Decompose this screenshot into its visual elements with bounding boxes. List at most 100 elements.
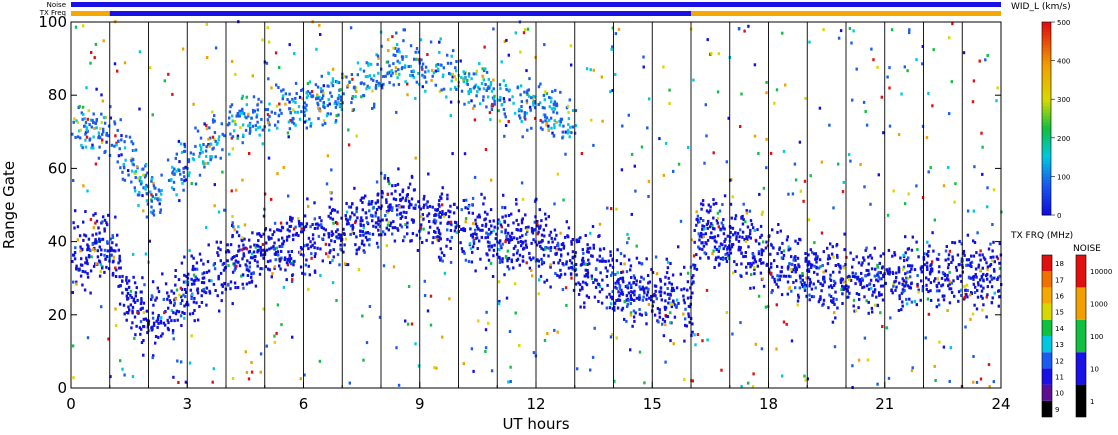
echo-point	[897, 268, 901, 271]
echo-point	[294, 110, 297, 114]
txfreq-segment	[691, 11, 1001, 16]
echo-point	[139, 176, 142, 179]
echo-point	[258, 125, 262, 129]
echo-point	[873, 274, 876, 278]
echo-point	[118, 259, 122, 263]
echo-point	[231, 215, 234, 218]
echo-point	[357, 247, 360, 251]
echo-point	[145, 199, 149, 203]
echo-point	[387, 220, 390, 224]
echo-point	[162, 297, 165, 301]
echo-point	[508, 234, 512, 238]
echo-point	[779, 274, 782, 278]
echo-point	[189, 288, 192, 292]
echo-point	[626, 286, 629, 289]
echo-point	[266, 121, 270, 125]
echo-point	[192, 273, 196, 277]
echo-point	[120, 134, 123, 138]
echo-point	[150, 297, 153, 301]
echo-point	[145, 318, 149, 322]
echo-point	[491, 275, 495, 278]
echo-point	[664, 141, 668, 145]
echo-point	[331, 281, 335, 285]
echo-point	[184, 165, 187, 169]
echo-point	[623, 300, 626, 304]
echo-point	[807, 261, 811, 265]
echo-point	[901, 277, 904, 281]
echo-point	[579, 305, 582, 309]
echo-point	[115, 141, 118, 145]
echo-point	[729, 231, 732, 234]
echo-point	[199, 136, 203, 140]
echo-point	[182, 188, 185, 192]
echo-point	[271, 272, 274, 276]
echo-point	[809, 248, 812, 252]
echo-point	[852, 257, 855, 261]
echo-point	[397, 68, 400, 72]
echo-point	[725, 260, 729, 263]
echo-point	[241, 178, 244, 182]
echo-point	[460, 208, 463, 212]
echo-point	[909, 275, 912, 279]
echo-point	[233, 264, 236, 268]
echo-point	[175, 288, 179, 292]
echo-point	[789, 247, 792, 251]
echo-point	[822, 275, 825, 279]
echo-point	[370, 202, 373, 206]
echo-point	[501, 205, 504, 209]
echo-point	[277, 86, 280, 89]
width-colorbar-title: WID_L (km/s)	[1011, 2, 1071, 12]
echo-point	[988, 385, 991, 388]
echo-point	[480, 192, 483, 196]
echo-point	[910, 369, 914, 373]
echo-point	[919, 298, 922, 302]
freq-colorbar-step	[1042, 368, 1052, 385]
echo-point	[513, 282, 517, 286]
echo-point	[170, 178, 173, 182]
echo-point	[716, 211, 720, 215]
colorbar-step	[1042, 208, 1051, 213]
echo-point	[160, 173, 163, 177]
echo-point	[330, 239, 333, 243]
echo-point	[374, 85, 378, 89]
echo-point	[194, 275, 197, 279]
echo-point	[851, 98, 854, 102]
echo-point	[407, 285, 411, 288]
echo-point	[965, 293, 968, 297]
width-colorbar-frame	[1041, 21, 1052, 216]
echo-point	[936, 277, 939, 281]
echo-point	[174, 275, 177, 278]
echo-point	[446, 193, 449, 197]
echo-point	[295, 92, 298, 95]
echo-point	[540, 257, 543, 261]
echo-point	[926, 254, 930, 258]
echo-point	[740, 216, 743, 220]
echo-point	[702, 203, 705, 207]
echo-point	[95, 219, 99, 223]
echo-point	[757, 250, 761, 254]
echo-point	[541, 239, 544, 243]
echo-point	[142, 186, 145, 190]
echo-point	[562, 124, 565, 128]
echo-point	[82, 220, 85, 224]
echo-point	[480, 82, 484, 85]
echo-point	[686, 288, 689, 292]
echo-point	[412, 206, 415, 210]
echo-point	[691, 322, 694, 326]
echo-point	[760, 213, 764, 216]
echo-point	[525, 228, 529, 232]
echo-point	[534, 228, 537, 232]
echo-point	[643, 291, 646, 295]
echo-point	[402, 239, 405, 243]
echo-point	[505, 38, 508, 42]
echo-point	[863, 258, 866, 262]
echo-point	[705, 209, 709, 213]
echo-point	[882, 131, 885, 135]
echo-point	[858, 297, 861, 301]
echo-point	[528, 256, 531, 260]
echo-point	[665, 271, 669, 275]
echo-point	[706, 226, 709, 230]
echo-point	[354, 86, 358, 90]
echo-point	[938, 340, 941, 344]
